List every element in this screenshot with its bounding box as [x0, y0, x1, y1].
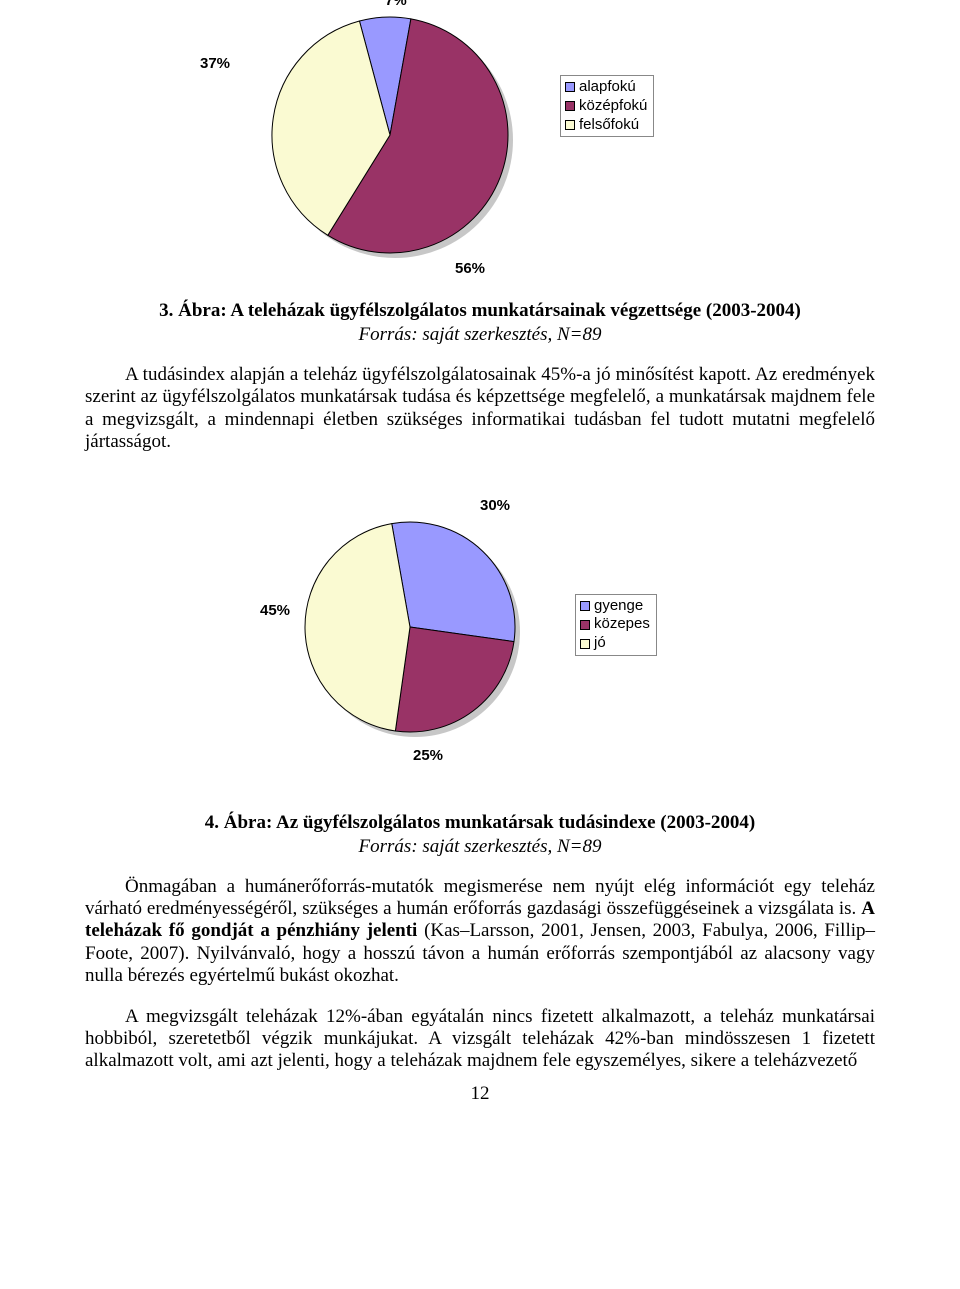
chart-2-title: 4. Ábra: Az ügyfélszolgálatos munkatársa… [205, 812, 755, 833]
legend-label: jó [594, 634, 606, 653]
chart-1-source: Forrás: saját szerkesztés, N=89 [85, 324, 875, 346]
para2-pre: Önmagában a humánerőforrás-mutatók megis… [85, 876, 875, 919]
legend-label: középfokú [579, 97, 647, 116]
legend-label: alapfokú [579, 78, 636, 97]
pct-label: 56% [455, 260, 485, 277]
legend-label: felsőfokú [579, 116, 639, 135]
chart-1-area: 7% 56% 37% alapfokú középfokú felsőfokú [85, 0, 875, 280]
legend-swatch [580, 639, 590, 649]
pct-label: 25% [413, 747, 443, 764]
legend-label: közepes [594, 615, 650, 634]
legend-swatch [565, 101, 575, 111]
legend-item: középfokú [565, 97, 647, 116]
chart-1-caption: 3. Ábra: A teleházak ügyfélszolgálatos m… [85, 300, 875, 322]
legend-swatch [580, 601, 590, 611]
chart-2-source: Forrás: saját szerkesztés, N=89 [85, 836, 875, 858]
chart-1-legend: alapfokú középfokú felsőfokú [560, 75, 654, 137]
legend-label: gyenge [594, 597, 643, 616]
paragraph-1: A tudásindex alapján a teleház ügyfélszo… [85, 364, 875, 454]
legend-item: jó [580, 634, 650, 653]
pct-label: 7% [385, 0, 407, 9]
legend-swatch [565, 82, 575, 92]
page-number: 12 [85, 1083, 875, 1105]
pct-label: 37% [200, 55, 230, 72]
legend-item: alapfokú [565, 78, 647, 97]
legend-swatch [565, 120, 575, 130]
chart-1-title: 3. Ábra: A teleházak ügyfélszolgálatos m… [159, 300, 801, 321]
paragraph-2: Önmagában a humánerőforrás-mutatók megis… [85, 876, 875, 988]
chart-2-legend: gyenge közepes jó [575, 594, 657, 656]
paragraph-3: A megvizsgált teleházak 12%-ában egyátal… [85, 1006, 875, 1073]
pct-label: 45% [260, 602, 290, 619]
chart-2-area: 30% 25% 45% gyenge közepes jó [85, 472, 875, 792]
chart-2-caption: 4. Ábra: Az ügyfélszolgálatos munkatársa… [85, 812, 875, 834]
pct-label: 30% [480, 497, 510, 514]
legend-item: felsőfokú [565, 116, 647, 135]
legend-item: közepes [580, 615, 650, 634]
legend-swatch [580, 620, 590, 630]
legend-item: gyenge [580, 597, 650, 616]
